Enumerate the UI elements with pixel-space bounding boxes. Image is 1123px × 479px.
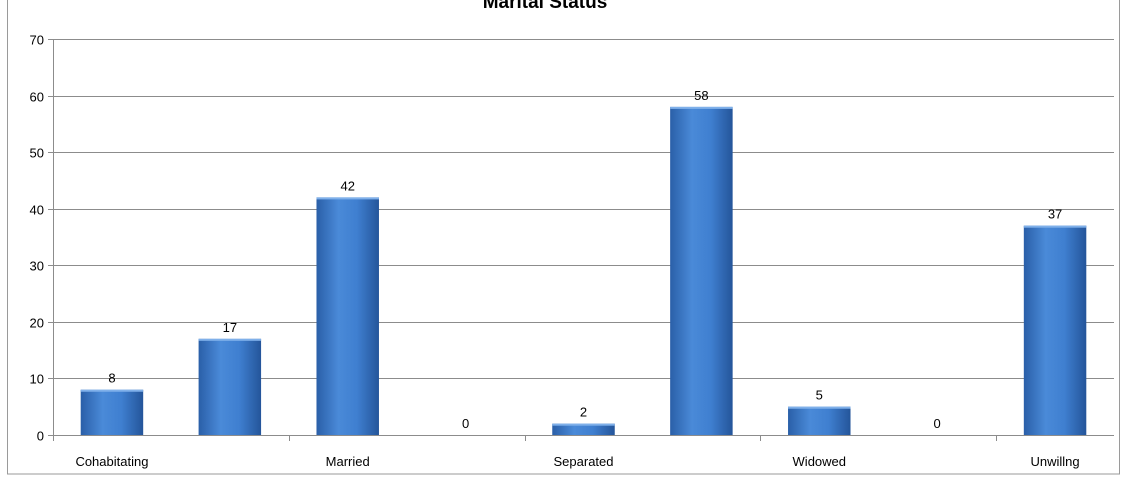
y-tick-label: 30 — [30, 259, 44, 274]
x-category-label: Cohabitating — [75, 454, 148, 469]
x-axis: Cohabitating Married Separated Widowed Unwil… — [53, 435, 1114, 469]
bar — [670, 106, 733, 435]
chart-title: Marital Status — [483, 0, 608, 13]
gridlines — [53, 39, 1114, 379]
x-category-label: Separated — [554, 454, 614, 469]
data-label: 0 — [462, 416, 469, 431]
y-tick-label: 0 — [37, 429, 44, 444]
bars — [80, 106, 1087, 435]
bar — [1023, 225, 1087, 435]
bar-highlight — [198, 338, 262, 341]
y-tick-label: 70 — [30, 33, 44, 48]
bar-highlight — [670, 106, 733, 109]
data-label: 0 — [934, 416, 941, 431]
data-labels: 8 17 42 0 2 58 5 0 37 — [108, 88, 1062, 431]
y-tick-label: 40 — [30, 203, 44, 218]
bar — [788, 406, 851, 435]
bar — [198, 338, 262, 435]
data-label: 8 — [108, 371, 115, 386]
bar-highlight — [1023, 225, 1087, 228]
x-category-label: Married — [326, 454, 370, 469]
y-tick-label: 50 — [30, 146, 44, 161]
y-tick-label: 20 — [30, 316, 44, 331]
bar-highlight — [552, 423, 615, 426]
y-tick-label: 60 — [30, 90, 44, 105]
bar — [316, 197, 379, 435]
data-label: 17 — [223, 320, 237, 335]
data-label: 58 — [694, 88, 708, 103]
x-category-label: Widowed — [793, 454, 846, 469]
bar — [552, 423, 615, 435]
y-axis: 0 10 20 30 40 50 60 70 — [30, 33, 54, 444]
data-label: 42 — [340, 178, 354, 193]
chart-border — [7, 0, 1120, 475]
bar-highlight — [80, 389, 144, 392]
x-category-label: Unwillng — [1030, 454, 1079, 469]
bar-highlight — [316, 197, 379, 200]
data-label: 5 — [816, 388, 823, 403]
y-tick-label: 10 — [30, 372, 44, 387]
bar — [80, 389, 144, 435]
data-label: 37 — [1048, 207, 1062, 222]
data-label: 2 — [580, 405, 587, 420]
bar-highlight — [788, 406, 851, 409]
